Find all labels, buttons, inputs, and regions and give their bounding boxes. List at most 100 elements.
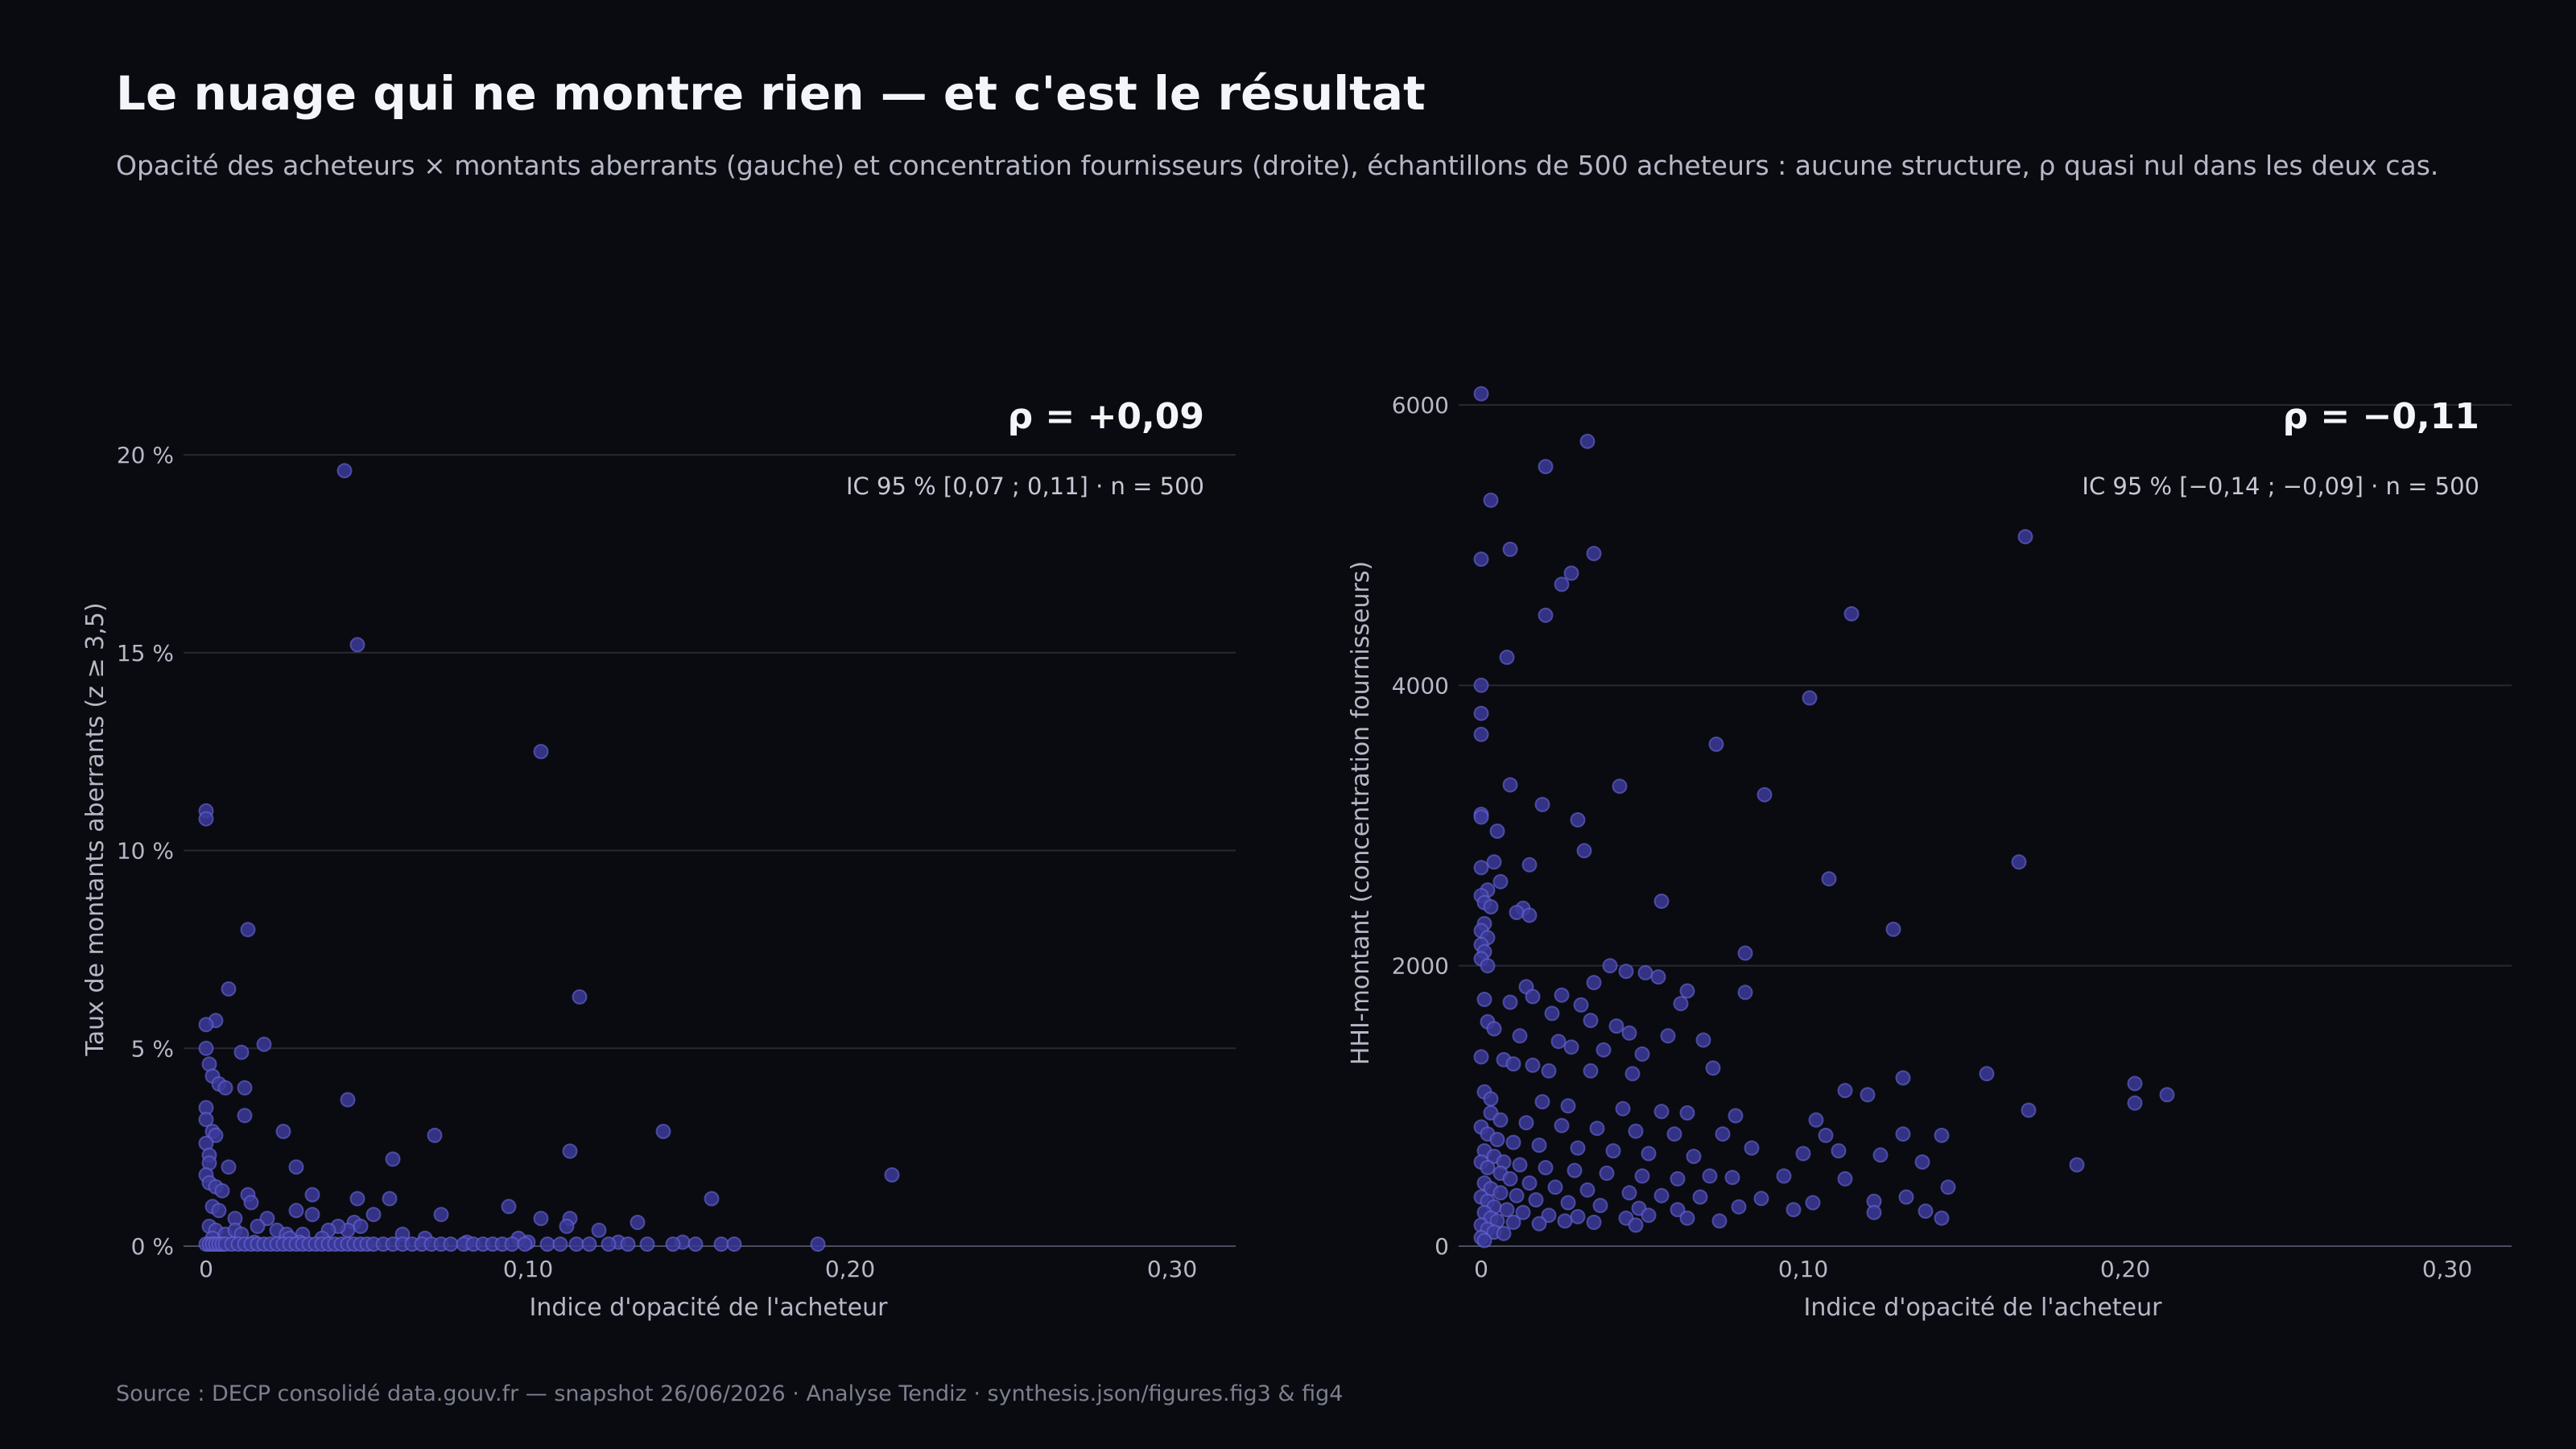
right-scatter-point	[1541, 1063, 1557, 1079]
left-ci-annotation: IC 95 % [0,07 ; 0,11] · n = 500	[846, 473, 1204, 500]
right-scatter-point	[1895, 1070, 1911, 1086]
left-scatter-point	[243, 1195, 259, 1211]
right-scatter-point	[1473, 726, 1489, 742]
right-scatter-point	[1692, 1189, 1708, 1205]
left-scatter-point	[591, 1222, 607, 1238]
right-scatter-point	[1728, 1108, 1744, 1124]
right-scatter-point	[1660, 1028, 1676, 1044]
right-scatter-point	[1531, 1216, 1547, 1232]
right-scatter-point	[1605, 1143, 1621, 1159]
left-scatter-point	[572, 989, 588, 1005]
left-x-tick-label: 0	[199, 1256, 213, 1282]
right-scatter-point	[1785, 1202, 1802, 1218]
right-scatter-point	[1679, 1105, 1695, 1121]
right-scatter-point	[1554, 1117, 1570, 1133]
left-scatter-point	[382, 1191, 398, 1207]
right-scatter-point	[1837, 1170, 1853, 1187]
right-scatter-point	[1496, 1225, 1512, 1241]
right-x-axis-label: Indice d'opacité de l'acheteur	[1804, 1294, 2163, 1322]
left-scatter-point	[304, 1207, 320, 1223]
right-y-tick-label: 2000	[1392, 953, 1449, 980]
left-scatter-point	[704, 1191, 720, 1207]
right-scatter-point	[1567, 1162, 1583, 1179]
right-scatter-point	[1563, 1039, 1579, 1055]
right-scatter-point	[1618, 964, 1634, 980]
right-scatter-point	[1737, 985, 1753, 1001]
right-scatter-point	[2011, 854, 2027, 870]
right-scatter-point	[1637, 964, 1653, 980]
right-scatter-point	[1596, 1042, 1612, 1058]
right-scatter-point	[1550, 1034, 1567, 1050]
panel-right: 0 2000 4000 6000 0 0,10 0,20 0,30 Indice d'opa…	[1347, 386, 2512, 1322]
right-scatter-point	[2069, 1157, 2085, 1173]
right-scatter-point	[1505, 1056, 1521, 1072]
right-scatter-point	[1821, 871, 1837, 887]
right-scatter-point	[1476, 1232, 1492, 1249]
left-scatter-point	[552, 1236, 568, 1252]
right-scatter-point	[1512, 1157, 1528, 1173]
right-scatter-point	[1653, 894, 1670, 909]
left-scatter-point	[517, 1236, 533, 1252]
right-scatter-point	[2127, 1075, 2143, 1092]
right-scatter-point	[1473, 677, 1489, 693]
right-scatter-point	[1679, 1210, 1695, 1226]
left-scatter-point	[233, 1044, 250, 1060]
right-scatter-point	[1544, 1005, 1560, 1022]
right-scatter-point	[1489, 1132, 1505, 1148]
right-scatter-point	[1557, 1213, 1573, 1229]
right-scatter-point	[1885, 921, 1901, 937]
right-scatter-point	[1731, 1199, 1747, 1215]
right-scatter-point	[1473, 860, 1489, 876]
right-scatter-point	[1480, 958, 1496, 974]
left-scatter-point	[198, 1017, 214, 1033]
left-scatter-point	[433, 1207, 449, 1223]
right-scatter-point	[1502, 994, 1518, 1010]
right-gridlines	[1459, 404, 2512, 967]
left-scatter-point	[250, 1218, 266, 1234]
right-scatter-point	[1486, 1021, 1502, 1037]
left-scatter-point	[340, 1092, 356, 1108]
left-scatter-point	[713, 1236, 729, 1252]
left-scatter-point	[214, 1183, 230, 1199]
left-scatter-point	[237, 1108, 253, 1124]
right-scatter-point	[1612, 778, 1628, 795]
right-scatter-point	[2021, 1102, 2037, 1118]
left-y-axis-label: Taux de montants aberrants (z ≥ 3,5)	[81, 602, 109, 1056]
right-scatter-point	[1776, 1168, 1792, 1184]
right-scatter-point	[1934, 1210, 1950, 1226]
right-scatter-point	[1802, 690, 1818, 706]
left-scatter-point	[349, 637, 365, 653]
left-scatter-point	[581, 1236, 597, 1252]
chart-subtitle: Opacité des acheteurs × montants aberran…	[116, 150, 2439, 181]
right-scatter-point	[1918, 1203, 1934, 1219]
right-scatter-point	[1686, 1149, 1702, 1164]
right-scatter-point	[1521, 857, 1538, 873]
right-scatter-point	[1512, 1028, 1528, 1044]
right-scatter-point	[1702, 1168, 1718, 1184]
right-scatter-point	[1757, 786, 1773, 803]
right-scatter-point	[1818, 1127, 1834, 1143]
left-y-tick-label: 0 %	[131, 1233, 174, 1260]
right-points	[1473, 386, 2175, 1249]
right-scatter-point	[1538, 459, 1554, 475]
right-scatter-point	[2159, 1087, 2175, 1103]
right-scatter-point	[1866, 1204, 1882, 1220]
right-scatter-point	[1473, 809, 1489, 825]
left-scatter-point	[443, 1236, 459, 1252]
right-scatter-point	[1914, 1154, 1930, 1170]
left-scatter-point	[810, 1236, 826, 1252]
left-y-tick-label: 15 %	[117, 640, 174, 667]
right-scatter-point	[1538, 1160, 1554, 1175]
right-scatter-point	[1679, 983, 1695, 999]
left-scatter-point	[259, 1211, 275, 1227]
right-scatter-point	[1831, 1143, 1847, 1159]
right-scatter-point	[1473, 386, 1489, 402]
right-scatter-point	[1708, 737, 1724, 752]
left-scatter-point	[198, 1112, 214, 1128]
right-scatter-point	[1592, 1198, 1608, 1213]
right-scatter-point	[1521, 907, 1538, 923]
right-scatter-point	[1586, 1214, 1602, 1230]
right-y-tick-label: 0	[1435, 1233, 1449, 1260]
left-x-tick-labels: 0 0,10 0,20 0,30	[199, 1256, 1197, 1282]
left-scatter-point	[501, 1199, 517, 1215]
